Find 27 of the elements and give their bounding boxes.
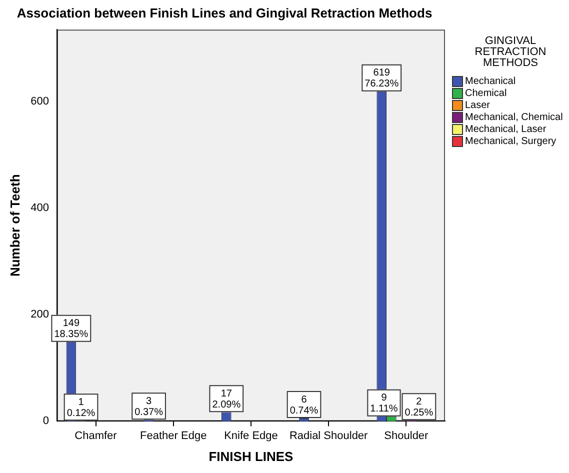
data-label: 1 0.12% bbox=[66, 396, 96, 419]
data-label: 149 18.35% bbox=[54, 318, 88, 340]
legend-label: Mechanical, Laser bbox=[465, 124, 546, 134]
x-tick-label: Feather Edge bbox=[140, 430, 207, 442]
y-axis-title: Number of Teeth bbox=[7, 174, 22, 277]
x-tick-label: Knife Edge bbox=[224, 430, 278, 442]
x-tick-label: Shoulder bbox=[384, 430, 429, 442]
x-tick-label: Radial Shoulder bbox=[289, 430, 368, 442]
legend-label: Mechanical, Chemical bbox=[465, 112, 563, 122]
x-axis-title: FINISH LINES bbox=[208, 448, 294, 464]
data-label: 619 76.23% bbox=[364, 68, 399, 90]
y-tick-label: 0 bbox=[42, 415, 49, 428]
data-label: 6 0.74% bbox=[290, 394, 318, 416]
chart-title: Association between Finish Lines and Gingival Retraction Methods bbox=[16, 5, 432, 20]
data-label: 2 0.25% bbox=[404, 396, 434, 418]
legend-label: Mechanical, Surgery bbox=[465, 136, 556, 146]
data-label: 9 1.11% bbox=[370, 392, 398, 415]
legend-label: Mechanical bbox=[465, 76, 516, 86]
data-label: 17 2.09% bbox=[212, 388, 241, 410]
y-tick-label: 600 bbox=[30, 96, 49, 108]
y-tick-label: 400 bbox=[30, 202, 49, 214]
legend-label: Chemical bbox=[465, 88, 507, 98]
y-tick-label: 200 bbox=[30, 308, 49, 321]
data-label: 3 0.37% bbox=[134, 396, 164, 418]
x-tick-label: Chamfer bbox=[74, 430, 118, 442]
legend-title: GINGIVAL RETRACTION METHODS bbox=[474, 35, 548, 69]
legend-label: Laser bbox=[465, 100, 490, 110]
